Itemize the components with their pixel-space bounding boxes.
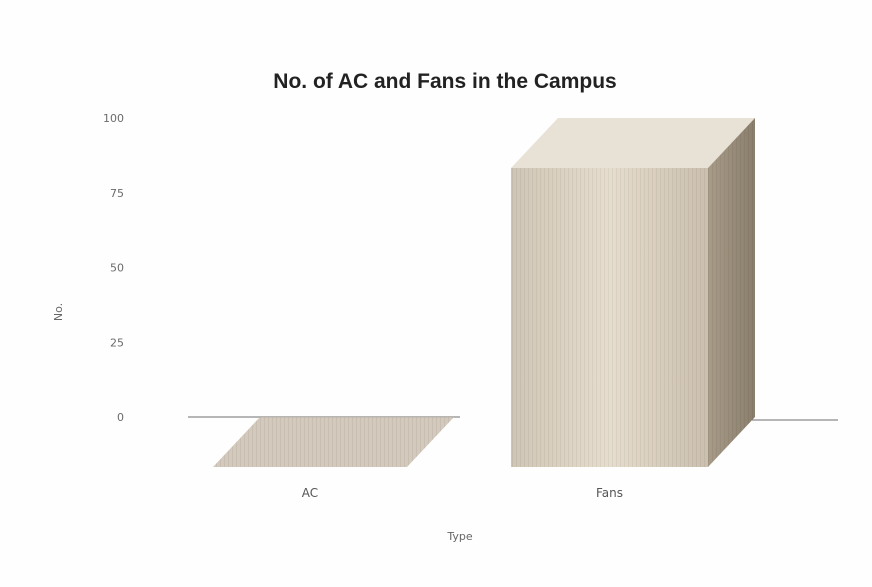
- y-tick-label: 75: [110, 187, 124, 200]
- y-axis-title: No.: [52, 303, 65, 321]
- y-axis-ticks: 0 25 50 75 100: [103, 112, 124, 424]
- bar-ac: [213, 417, 454, 467]
- bar-floor-texture: [213, 417, 454, 467]
- bar-side-texture: [708, 118, 755, 467]
- bars: [213, 118, 755, 467]
- y-tick-label: 50: [110, 262, 124, 275]
- x-tick-label: Fans: [596, 486, 623, 500]
- x-axis-title: Type: [446, 530, 472, 543]
- bar-fans: [511, 118, 755, 467]
- y-tick-label: 0: [117, 411, 124, 424]
- chart-title: No. of AC and Fans in the Campus: [273, 70, 616, 93]
- bar-top: [511, 118, 755, 168]
- y-tick-label: 25: [110, 336, 124, 349]
- x-axis-labels: AC Fans: [302, 486, 623, 500]
- y-tick-label: 100: [103, 112, 124, 125]
- bar-front-texture: [511, 168, 708, 467]
- x-tick-label: AC: [302, 486, 318, 500]
